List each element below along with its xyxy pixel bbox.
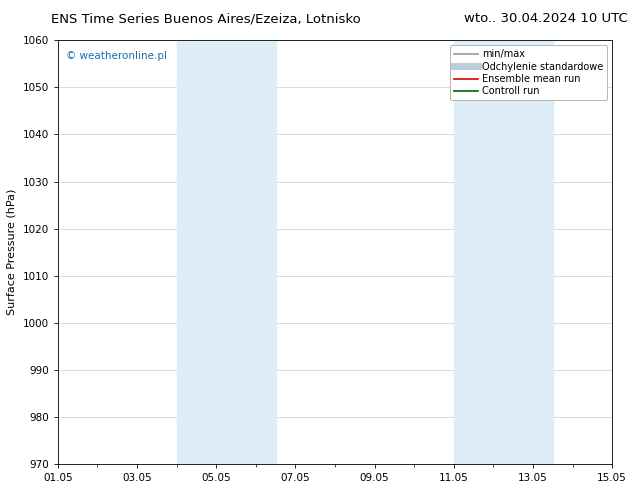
- Bar: [177, 40, 276, 464]
- Text: ENS Time Series Buenos Aires/Ezeiza, Lotnisko: ENS Time Series Buenos Aires/Ezeiza, Lot…: [51, 12, 361, 25]
- Legend: min/max, Odchylenie standardowe, Ensemble mean run, Controll run: min/max, Odchylenie standardowe, Ensembl…: [450, 45, 607, 100]
- Y-axis label: Surface Pressure (hPa): Surface Pressure (hPa): [7, 189, 17, 316]
- Text: wto.. 30.04.2024 10 UTC: wto.. 30.04.2024 10 UTC: [464, 12, 628, 25]
- Text: © weatheronline.pl: © weatheronline.pl: [66, 51, 167, 61]
- Bar: [454, 40, 553, 464]
